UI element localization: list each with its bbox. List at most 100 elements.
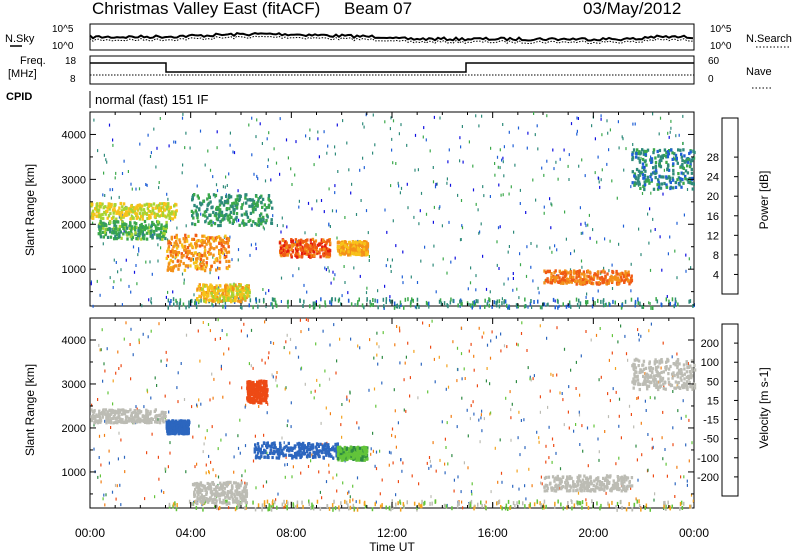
scatter-pixel	[469, 281, 472, 285]
echo-region	[165, 233, 231, 273]
echo-pixel	[229, 480, 232, 484]
scatter-pixel	[324, 369, 326, 373]
scatter-pixel	[486, 367, 488, 370]
ground-scatter-pixel	[677, 302, 679, 307]
echo-pixel	[257, 220, 260, 224]
scatter-pixel	[520, 419, 522, 422]
echo-pixel	[239, 496, 242, 500]
ground-scatter-pixel	[507, 305, 509, 310]
ground-scatter-pixel	[399, 507, 402, 512]
echo-pixel	[591, 282, 595, 286]
echo-pixel	[218, 494, 222, 498]
echo-pixel	[196, 287, 199, 291]
echo-pixel	[246, 198, 249, 202]
scatter-pixel	[350, 337, 352, 341]
echo-pixel	[201, 287, 204, 291]
ground-scatter-pixel	[358, 499, 361, 504]
scatter-pixel	[430, 495, 432, 499]
scatter-pixel	[226, 333, 228, 337]
scatter-pixel	[611, 334, 613, 338]
echo-pixel	[204, 248, 207, 253]
echo-pixel	[633, 174, 636, 178]
scatter-pixel	[109, 188, 111, 192]
echo-pixel	[220, 201, 223, 205]
echo-pixel	[183, 244, 187, 248]
echo-pixel	[143, 233, 146, 237]
echo-pixel	[266, 215, 269, 219]
echo-pixel	[200, 253, 204, 258]
scatter-pixel	[390, 116, 392, 120]
scatter-pixel	[507, 277, 509, 281]
ground-scatter-pixel	[429, 501, 431, 506]
echo-pixel	[173, 235, 177, 239]
scatter-pixel	[317, 130, 319, 134]
echo-pixel	[187, 256, 191, 261]
scatter-pixel	[93, 423, 95, 427]
ground-scatter-pixel	[469, 503, 471, 508]
ground-scatter-pixel	[477, 299, 479, 304]
echo-pixel	[225, 484, 229, 488]
echo-pixel	[361, 244, 364, 248]
scatter-pixel	[342, 481, 344, 485]
scatter-pixel	[150, 297, 152, 301]
scatter-pixel	[640, 156, 642, 160]
scatter-pixel	[435, 290, 437, 294]
scatter-pixel	[346, 141, 348, 145]
scatter-pixel	[576, 116, 578, 120]
scatter-pixel	[582, 449, 584, 453]
echo-pixel	[643, 182, 647, 187]
echo-pixel	[355, 251, 358, 255]
echo-pixel	[347, 250, 350, 254]
echo-pixel	[208, 285, 212, 289]
scatter-pixel	[116, 484, 118, 488]
ground-scatter-pixel	[238, 297, 240, 302]
scatter-pixel	[690, 493, 693, 497]
scatter-pixel	[467, 287, 469, 291]
echo-pixel	[211, 299, 215, 303]
scatter-pixel	[151, 272, 153, 276]
ground-scatter-pixel	[631, 507, 634, 512]
echo-pixel	[210, 264, 213, 268]
ground-scatter-pixel	[314, 301, 316, 306]
ground-scatter-pixel	[172, 297, 175, 302]
scatter-pixel	[300, 330, 302, 334]
scatter-pixel	[410, 275, 412, 279]
echo-pixel	[294, 238, 298, 242]
echo-pixel	[648, 181, 651, 185]
scatter-pixel	[217, 318, 219, 322]
scatter-pixel	[317, 137, 319, 141]
ground-scatter-pixel	[274, 300, 277, 305]
echo-pixel	[549, 281, 552, 285]
echo-pixel	[122, 226, 125, 230]
echo-pixel	[242, 288, 245, 292]
scatter-pixel	[630, 289, 632, 293]
echo-pixel	[219, 223, 222, 228]
echo-pixel	[290, 239, 293, 243]
echo-pixel	[579, 282, 583, 286]
scatter-pixel	[618, 424, 620, 428]
echo-pixel	[578, 281, 581, 286]
echo-pixel	[260, 201, 263, 205]
echo-pixel	[244, 193, 247, 197]
scatter-pixel	[375, 467, 378, 471]
ground-scatter-pixel	[689, 299, 692, 304]
echo-pixel	[181, 245, 184, 249]
echo-pixel	[677, 176, 681, 180]
scatter-pixel	[616, 196, 618, 200]
echo-pixel	[118, 206, 121, 210]
echo-pixel	[197, 490, 200, 494]
echo-pixel	[182, 237, 185, 241]
echo-pixel	[687, 157, 690, 161]
scatter-pixel	[319, 383, 321, 387]
scatter-pixel	[263, 227, 265, 231]
echo-pixel	[98, 224, 101, 228]
echo-pixel	[185, 422, 189, 426]
echo-pixel	[106, 206, 109, 210]
echo-pixel	[162, 226, 165, 230]
echo-pixel	[103, 230, 107, 234]
ground-scatter-pixel	[585, 502, 588, 507]
ground-scatter-pixel	[576, 302, 579, 307]
echo-pixel	[113, 227, 116, 231]
echo-pixel	[660, 175, 663, 179]
echo-pixel	[352, 248, 355, 252]
